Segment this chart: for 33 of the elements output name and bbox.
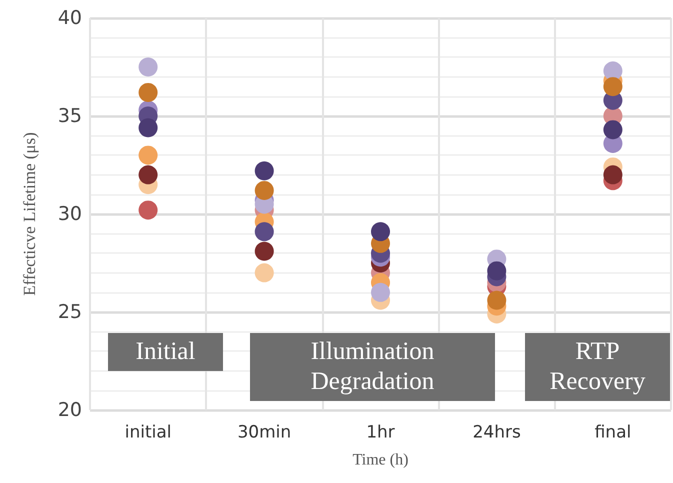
y-axis-title: Effecticve Lifetime (μs) (20, 132, 39, 296)
x-tick-label: final (594, 422, 632, 442)
x-tick-label: 30min (237, 422, 292, 442)
x-tick-label: 1hr (366, 422, 395, 442)
caption-box: Illumination Degradation (250, 333, 495, 401)
y-tick-label: 20 (58, 399, 82, 421)
point (138, 82, 158, 102)
x-tick-label: 24hrs (472, 422, 521, 442)
y-tick-label: 40 (58, 7, 82, 29)
point (138, 200, 158, 220)
y-tick-label: 35 (58, 105, 82, 127)
point (371, 282, 390, 302)
caption-box: Initial (108, 333, 223, 371)
point (254, 180, 274, 200)
point (371, 222, 390, 242)
point (254, 242, 274, 261)
y-tick-label: 25 (58, 301, 82, 323)
point (254, 263, 274, 282)
point (254, 222, 274, 242)
x-tick-label: initial (124, 422, 172, 442)
y-tick-label: 30 (58, 203, 82, 225)
point (254, 161, 274, 180)
point (603, 61, 622, 80)
point (603, 165, 622, 184)
point (138, 165, 158, 184)
point (138, 146, 158, 165)
point (603, 120, 622, 140)
point (603, 77, 622, 96)
x-axis-title: Time (h) (352, 452, 408, 468)
point (138, 118, 158, 138)
point (487, 261, 506, 280)
point (138, 58, 158, 76)
caption-box: RTP Recovery (525, 333, 670, 401)
